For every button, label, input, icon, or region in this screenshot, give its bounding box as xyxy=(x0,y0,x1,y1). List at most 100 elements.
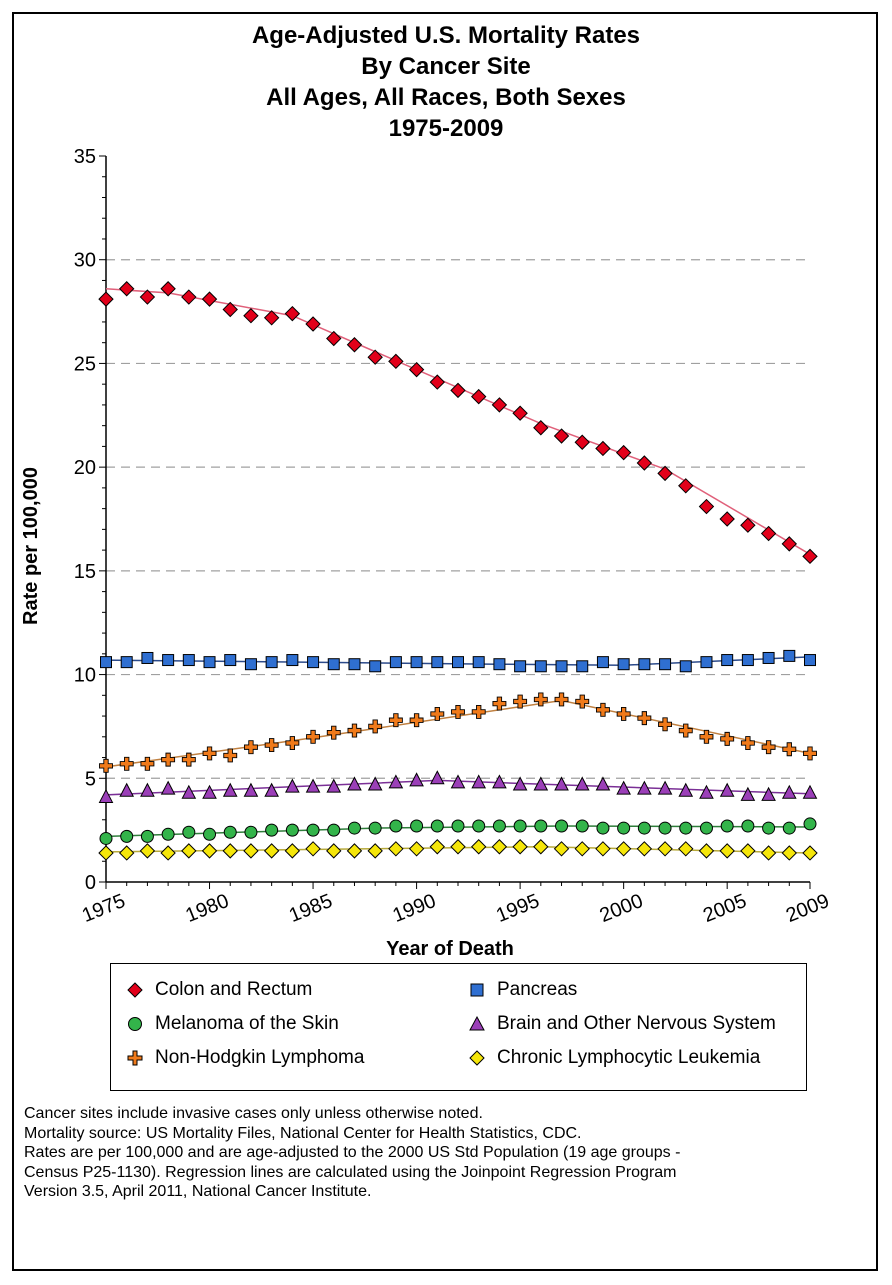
data-point-brain-and-other-nervous-system xyxy=(512,776,528,791)
red-diamond-icon xyxy=(127,982,143,998)
data-point-chronic-lymphocytic-leukemia xyxy=(284,843,301,859)
data-point-brain-and-other-nervous-system xyxy=(471,774,487,789)
data-point-non-hodgkin-lymphoma xyxy=(720,731,735,746)
data-point-brain-and-other-nervous-system xyxy=(595,776,611,791)
data-point-pancreas xyxy=(514,660,527,673)
legend-item-colon-rectum: Colon and Rectum xyxy=(125,978,312,1002)
data-point-colon-and-rectum xyxy=(615,444,632,461)
line-chart: 0 5 10 15 20 25 30 35 1975 1980 1985 1990 1995 2000 20… xyxy=(20,146,833,960)
data-point-brain-and-other-nervous-system xyxy=(347,776,362,791)
legend-label: Melanoma of the Skin xyxy=(155,1013,339,1034)
data-point-brain-and-other-nervous-system xyxy=(637,780,652,795)
data-point-colon-and-rectum xyxy=(201,291,218,307)
data-point-colon-and-rectum xyxy=(533,420,549,436)
data-point-chronic-lymphocytic-leukemia xyxy=(367,843,383,859)
legend-label: Pancreas xyxy=(497,979,578,1000)
chart-title-line-1: Age-Adjusted U.S. Mortality Rates xyxy=(251,22,641,49)
data-point-melanoma-of-the-skin xyxy=(637,821,651,835)
data-point-non-hodgkin-lymphoma xyxy=(637,711,652,726)
data-point-brain-and-other-nervous-system xyxy=(243,782,259,797)
y-tick-label: 15 xyxy=(74,561,96,583)
data-point-chronic-lymphocytic-leukemia xyxy=(740,843,756,859)
data-point-colon-and-rectum xyxy=(243,308,259,324)
data-point-non-hodgkin-lymphoma xyxy=(616,707,631,721)
data-point-colon-and-rectum xyxy=(367,349,383,365)
blue-square-icon xyxy=(470,983,484,997)
data-point-brain-and-other-nervous-system xyxy=(160,780,176,795)
data-point-non-hodgkin-lymphoma xyxy=(99,758,113,773)
data-point-pancreas xyxy=(369,660,382,673)
x-axis-title: Year of Death xyxy=(386,938,514,960)
data-point-melanoma-of-the-skin xyxy=(347,821,361,835)
data-point-non-hodgkin-lymphoma xyxy=(782,742,797,757)
data-point-pancreas xyxy=(638,658,651,671)
data-point-melanoma-of-the-skin xyxy=(327,823,341,837)
data-point-chronic-lymphocytic-leukemia xyxy=(719,843,735,859)
data-point-colon-and-rectum xyxy=(698,498,715,515)
data-point-brain-and-other-nervous-system xyxy=(429,770,445,785)
data-point-non-hodgkin-lymphoma xyxy=(264,738,279,753)
x-tick-label: 1975 xyxy=(79,890,129,927)
data-point-non-hodgkin-lymphoma xyxy=(223,748,238,763)
data-point-chronic-lymphocytic-leukemia xyxy=(698,843,715,859)
data-point-melanoma-of-the-skin xyxy=(265,823,279,837)
data-point-chronic-lymphocytic-leukemia xyxy=(533,839,549,855)
data-point-non-hodgkin-lymphoma xyxy=(285,736,300,750)
data-point-non-hodgkin-lymphoma xyxy=(161,752,176,767)
data-point-chronic-lymphocytic-leukemia xyxy=(491,839,508,855)
data-point-melanoma-of-the-skin xyxy=(762,821,776,835)
data-point-colon-and-rectum xyxy=(181,289,197,305)
orange-cross-icon xyxy=(127,1050,143,1066)
legend-label: Colon and Rectum xyxy=(155,979,313,1000)
data-point-non-hodgkin-lymphoma xyxy=(575,694,590,709)
data-point-melanoma-of-the-skin xyxy=(555,819,569,833)
data-point-melanoma-of-the-skin xyxy=(223,825,237,839)
data-point-colon-and-rectum xyxy=(305,316,321,332)
data-point-melanoma-of-the-skin xyxy=(720,819,734,833)
footnote-line: Cancer sites include invasive cases only… xyxy=(24,1105,483,1122)
data-point-melanoma-of-the-skin xyxy=(306,823,320,837)
data-point-melanoma-of-the-skin xyxy=(617,821,631,835)
trend-line-colon-and-rectum xyxy=(105,288,811,555)
data-point-non-hodgkin-lymphoma xyxy=(803,746,817,761)
data-point-pancreas xyxy=(141,651,154,664)
data-point-pancreas xyxy=(659,658,672,671)
data-point-brain-and-other-nervous-system xyxy=(98,788,114,803)
data-point-brain-and-other-nervous-system xyxy=(450,774,466,789)
data-point-chronic-lymphocytic-leukemia xyxy=(243,843,259,859)
data-point-colon-and-rectum xyxy=(760,525,777,542)
legend-item-nhl: Non-Hodgkin Lymphoma xyxy=(125,1046,364,1070)
data-point-chronic-lymphocytic-leukemia xyxy=(118,845,135,861)
data-point-colon-and-rectum xyxy=(429,374,446,390)
x-tick-label: 1990 xyxy=(390,890,440,927)
data-point-melanoma-of-the-skin xyxy=(782,821,796,835)
data-point-colon-and-rectum xyxy=(719,511,735,527)
data-point-brain-and-other-nervous-system xyxy=(657,780,673,795)
purple-triangle-icon xyxy=(469,1015,485,1031)
data-point-brain-and-other-nervous-system xyxy=(678,782,694,797)
data-point-brain-and-other-nervous-system xyxy=(181,784,197,799)
data-point-melanoma-of-the-skin xyxy=(430,819,444,833)
data-point-colon-and-rectum xyxy=(657,465,673,482)
data-point-chronic-lymphocytic-leukemia xyxy=(595,841,611,857)
data-point-brain-and-other-nervous-system xyxy=(285,778,300,793)
data-point-chronic-lymphocytic-leukemia xyxy=(98,845,114,861)
data-point-pancreas xyxy=(203,656,216,669)
data-point-colon-and-rectum xyxy=(678,478,694,494)
legend-item-pancreas: Pancreas xyxy=(467,978,577,1002)
legend-item-cll: Chronic Lymphocytic Leukemia xyxy=(467,1046,760,1070)
footnote-line: Version 3.5, April 2011, National Cancer… xyxy=(24,1183,372,1200)
data-point-pancreas xyxy=(472,656,485,669)
data-point-non-hodgkin-lymphoma xyxy=(181,752,196,767)
data-point-pancreas xyxy=(555,660,568,673)
data-point-chronic-lymphocytic-leukemia xyxy=(450,839,466,855)
data-point-colon-and-rectum xyxy=(139,289,156,305)
data-point-colon-and-rectum xyxy=(388,353,404,370)
data-point-melanoma-of-the-skin xyxy=(244,825,258,839)
gridlines xyxy=(106,259,810,779)
data-point-chronic-lymphocytic-leukemia xyxy=(657,841,673,857)
data-point-melanoma-of-the-skin xyxy=(679,821,693,835)
data-point-colon-and-rectum xyxy=(595,440,611,457)
data-point-melanoma-of-the-skin xyxy=(472,819,486,833)
data-point-melanoma-of-the-skin xyxy=(741,819,755,833)
